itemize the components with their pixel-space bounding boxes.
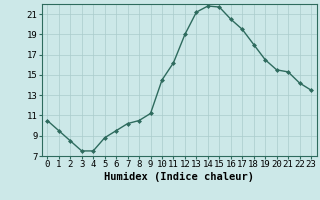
X-axis label: Humidex (Indice chaleur): Humidex (Indice chaleur) (104, 172, 254, 182)
